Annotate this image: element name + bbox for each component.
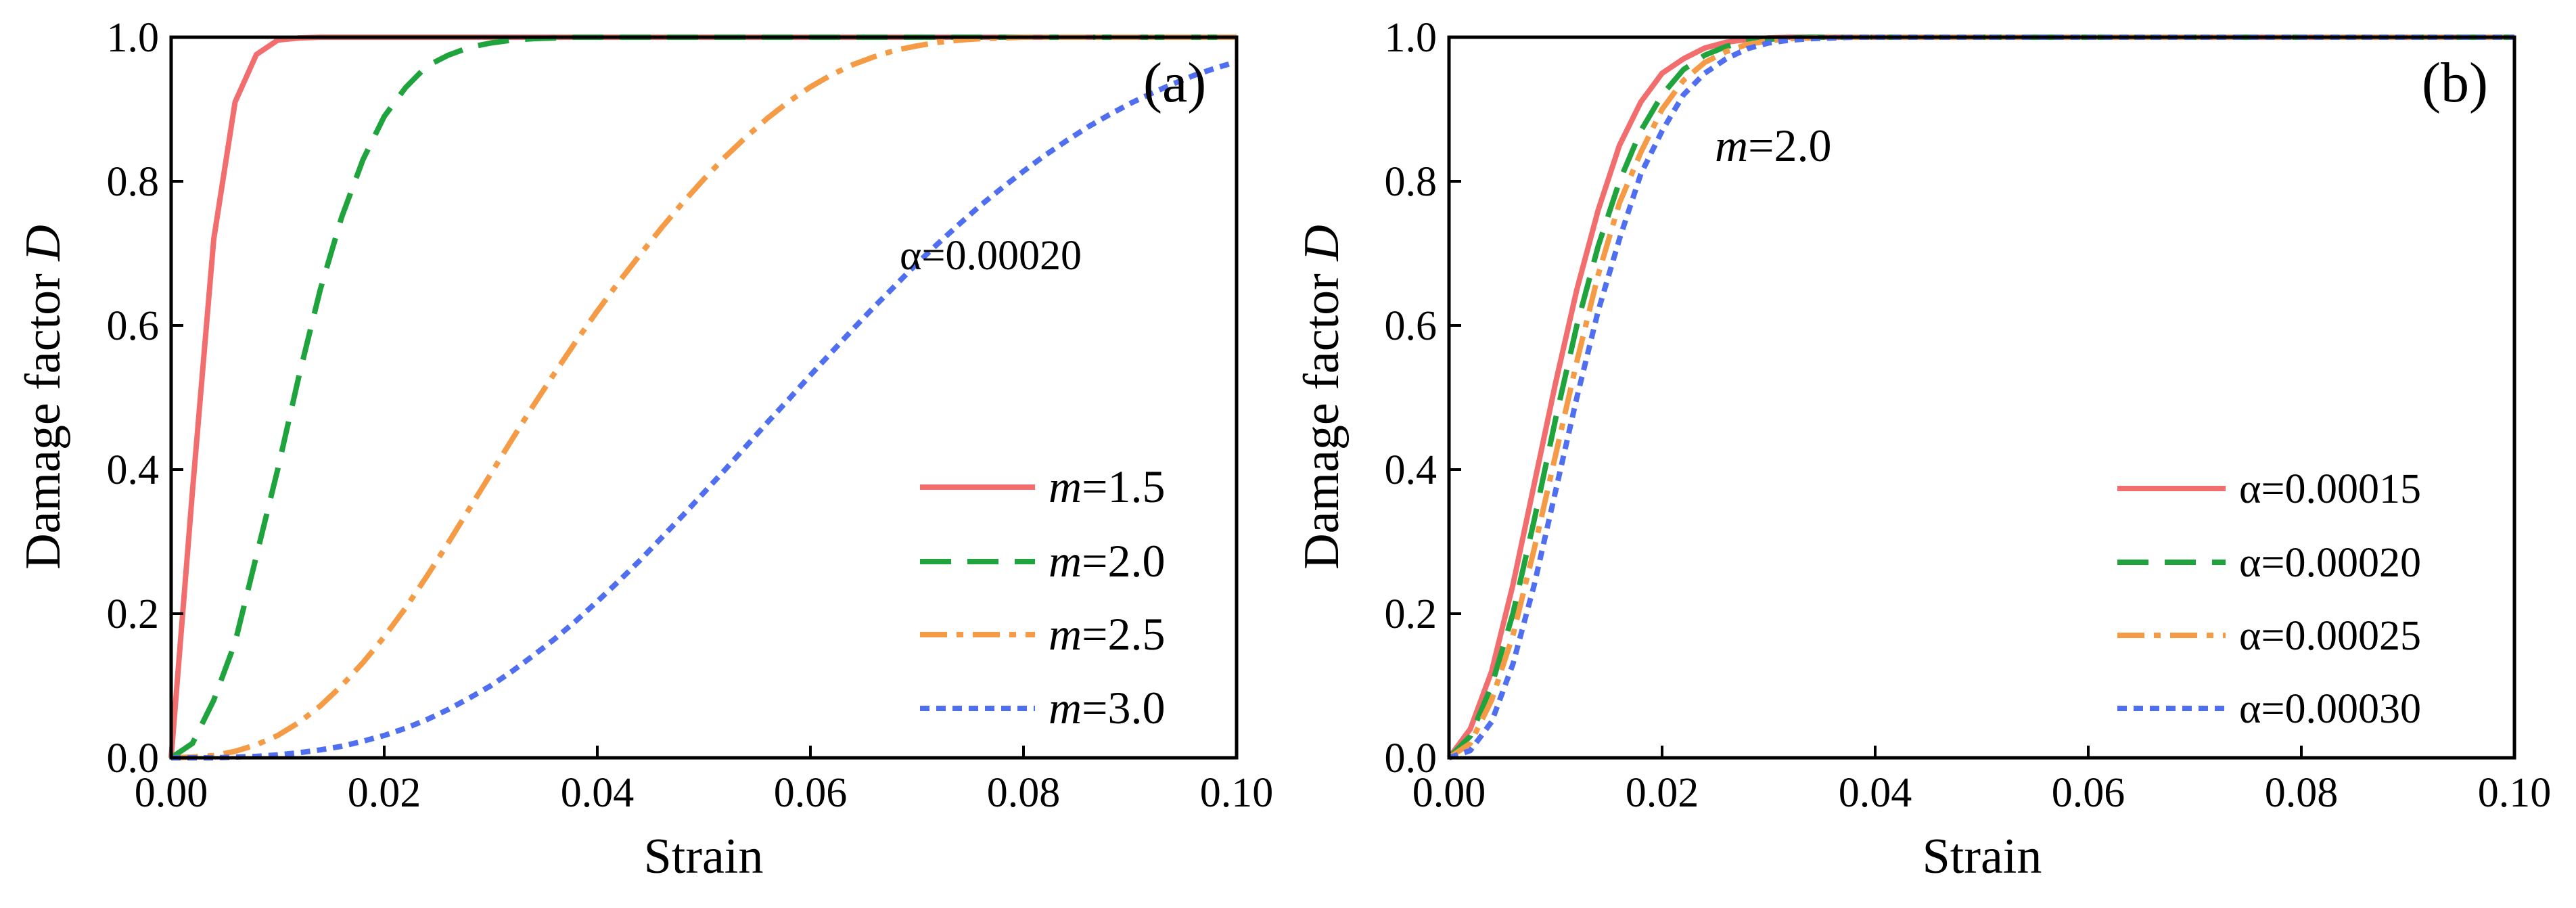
legend-label: m=3.0 xyxy=(1049,682,1165,733)
legend-label: α=0.00025 xyxy=(2239,613,2421,659)
legend-entry: α=0.00025 xyxy=(2117,613,2421,659)
x-axis-title-a: Strain xyxy=(644,829,764,884)
legend-label-value: =2.0 xyxy=(1082,535,1165,587)
panel-label-a: (a) xyxy=(1143,51,1206,114)
legend-label-var: m xyxy=(1049,535,1082,587)
plot-frame-a xyxy=(169,35,1239,760)
m-annotation-b: m=2.0 xyxy=(1715,120,1831,171)
legend-label-value: =3.0 xyxy=(1082,682,1165,733)
plot-frame-b xyxy=(1447,35,2516,760)
legend-a: m=1.5 m=2.0 m=2.5 m=3.0 xyxy=(920,461,1165,733)
chart-panel-b: 0.00 0.02 0.04 0.06 0.08 0.10 0.0 0.2 0.4 0.6 0.8 1… xyxy=(1294,15,2551,884)
x-tick-label: 0.06 xyxy=(2052,770,2125,816)
panel-label-b: (b) xyxy=(2422,51,2488,114)
y-tick-label: 0.4 xyxy=(1385,447,1438,493)
legend-label: m=2.5 xyxy=(1049,608,1165,660)
x-tick-label: 0.04 xyxy=(1839,770,1912,816)
m-annotation-var: m xyxy=(1715,120,1748,171)
y-tick-label: 1.0 xyxy=(107,15,160,61)
y-tick-label: 0.4 xyxy=(107,447,160,493)
x-tick-label: 0.08 xyxy=(987,770,1061,816)
series-line-a-4 xyxy=(171,59,1238,761)
x-tick-label: 0.02 xyxy=(348,770,421,816)
x-tick-label: 0.06 xyxy=(774,770,848,816)
y-axis-title-text-b: Damage factor xyxy=(1294,261,1350,570)
chart-panel-a: 0.00 0.02 0.04 0.06 0.08 0.10 0.0 0.2 0.4 0.6 0.8 1… xyxy=(16,15,1273,884)
tick-group-a: 0.00 0.02 0.04 0.06 0.08 0.10 0.0 0.2 0.4 0.6 0.8 1… xyxy=(107,15,1274,816)
alpha-annotation-a: α=0.00020 xyxy=(900,233,1082,279)
y-tick-label: 0.0 xyxy=(107,735,160,781)
legend-label: m=1.5 xyxy=(1049,461,1165,512)
x-tick-label: 0.08 xyxy=(2265,770,2339,816)
y-tick-label: 0.8 xyxy=(1385,159,1438,205)
y-axis-title-var-b: D xyxy=(1294,225,1350,261)
legend-entry: α=0.00015 xyxy=(2117,466,2421,512)
x-tick-label: 0.10 xyxy=(1200,770,1274,816)
legend-label-var: m xyxy=(1049,461,1082,512)
x-tick-label: 0.00 xyxy=(135,770,208,816)
y-tick-label: 1.0 xyxy=(1385,15,1438,61)
x-axis-title-b: Strain xyxy=(1923,829,2042,884)
legend-label: α=0.00015 xyxy=(2239,466,2421,512)
legend-label-var: m xyxy=(1049,608,1082,660)
legend-label: α=0.00020 xyxy=(2239,540,2421,586)
y-tick-label: 0.8 xyxy=(107,159,160,205)
legend-entry: α=0.00030 xyxy=(2117,686,2421,732)
legend-entry: m=2.5 xyxy=(920,608,1165,660)
legend-entry: m=2.0 xyxy=(920,535,1165,587)
legend-label-value: =1.5 xyxy=(1082,461,1165,512)
legend-label-var: m xyxy=(1049,682,1082,733)
legend-label-value: =2.5 xyxy=(1082,608,1165,660)
legend-b: α=0.00015 α=0.00020 α=0.00025 α=0.00030 xyxy=(2117,466,2421,732)
y-tick-label: 0.0 xyxy=(1385,735,1438,781)
y-axis-title-text-a: Damage factor xyxy=(16,261,71,570)
x-tick-label: 0.02 xyxy=(1626,770,1699,816)
y-tick-label: 0.6 xyxy=(107,303,160,349)
legend-entry: m=3.0 xyxy=(920,682,1165,733)
y-axis-title-var-a: D xyxy=(16,225,71,261)
legend-entry: m=1.5 xyxy=(920,461,1165,512)
x-tick-label: 0.10 xyxy=(2478,770,2552,816)
y-tick-label: 0.6 xyxy=(1385,303,1438,349)
legend-label: α=0.00030 xyxy=(2239,686,2421,732)
legend-entry: α=0.00020 xyxy=(2117,540,2421,586)
m-annotation-value: =2.0 xyxy=(1748,120,1831,171)
x-tick-label: 0.04 xyxy=(561,770,635,816)
y-axis-title-b: Damage factor D xyxy=(1294,225,1350,570)
x-tick-label: 0.00 xyxy=(1412,770,1486,816)
y-axis-title-a: Damage factor D xyxy=(16,225,71,570)
tick-group-b: 0.00 0.02 0.04 0.06 0.08 0.10 0.0 0.2 0.4 0.6 0.8 1… xyxy=(1385,15,2552,816)
y-tick-label: 0.2 xyxy=(1385,591,1438,637)
legend-label: m=2.0 xyxy=(1049,535,1165,587)
y-tick-label: 0.2 xyxy=(107,591,160,637)
